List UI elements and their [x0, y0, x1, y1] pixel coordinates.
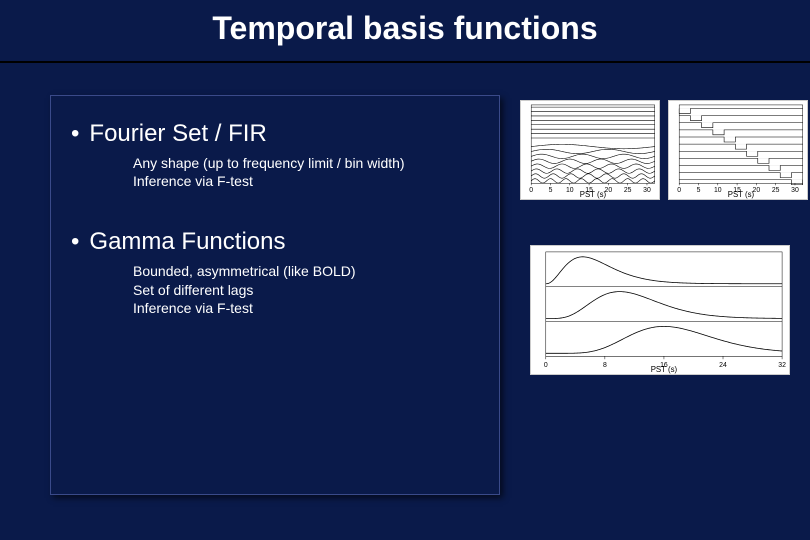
sub-line: Set of different lags — [133, 281, 479, 299]
bullet-fourier: • Fourier Set / FIR Any shape (up to freq… — [71, 120, 479, 190]
heading-text: Fourier Set / FIR — [89, 120, 266, 147]
svg-text:0: 0 — [544, 362, 548, 369]
bullet-heading-fourier: • Fourier Set / FIR — [71, 120, 479, 148]
slide-title: Temporal basis functions — [0, 10, 810, 47]
sub-lines-gamma: Bounded, asymmetrical (like BOLD) Set of… — [133, 262, 479, 317]
svg-text:5: 5 — [549, 187, 553, 194]
svg-text:30: 30 — [643, 187, 651, 194]
svg-text:PST (s): PST (s) — [580, 190, 607, 199]
svg-text:10: 10 — [714, 187, 722, 194]
bullet-heading-gamma: • Gamma Functions — [71, 228, 479, 256]
sub-line: Inference via F-test — [133, 172, 479, 190]
sub-line: Inference via F-test — [133, 299, 479, 317]
svg-text:PST (s): PST (s) — [728, 190, 755, 199]
bullet-gamma: • Gamma Functions Bounded, asymmetrical (… — [71, 228, 479, 317]
bullet-dot-icon: • — [71, 228, 79, 256]
svg-text:0: 0 — [529, 187, 533, 194]
svg-text:0: 0 — [677, 187, 681, 194]
svg-text:5: 5 — [697, 187, 701, 194]
svg-text:8: 8 — [603, 362, 607, 369]
sub-line: Bounded, asymmetrical (like BOLD) — [133, 262, 479, 280]
svg-text:25: 25 — [624, 187, 632, 194]
svg-text:25: 25 — [772, 187, 780, 194]
title-bar: Temporal basis functions — [0, 0, 810, 63]
chart-fourier-fir: 051015202530PST (s) — [668, 100, 808, 200]
bullet-dot-icon: • — [71, 120, 79, 148]
svg-text:24: 24 — [719, 362, 727, 369]
chart-gamma: 08162432PST (s) — [530, 245, 790, 375]
sub-line: Any shape (up to frequency limit / bin w… — [133, 154, 479, 172]
content-box: • Fourier Set / FIR Any shape (up to freq… — [50, 95, 500, 495]
svg-text:32: 32 — [778, 362, 786, 369]
svg-text:PST (s): PST (s) — [651, 365, 678, 374]
heading-text: Gamma Functions — [89, 228, 285, 255]
chart-fourier-sines: 051015202530PST (s) — [520, 100, 660, 200]
svg-text:10: 10 — [566, 187, 574, 194]
sub-lines-fourier: Any shape (up to frequency limit / bin w… — [133, 154, 479, 190]
svg-text:30: 30 — [791, 187, 799, 194]
